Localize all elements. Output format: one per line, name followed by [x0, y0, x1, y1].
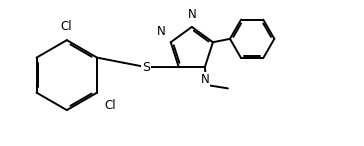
Text: N: N	[157, 25, 165, 38]
Text: Cl: Cl	[105, 99, 116, 112]
Text: N: N	[201, 73, 209, 86]
Text: N: N	[187, 8, 196, 21]
Text: Cl: Cl	[60, 20, 72, 33]
Text: S: S	[142, 61, 150, 74]
